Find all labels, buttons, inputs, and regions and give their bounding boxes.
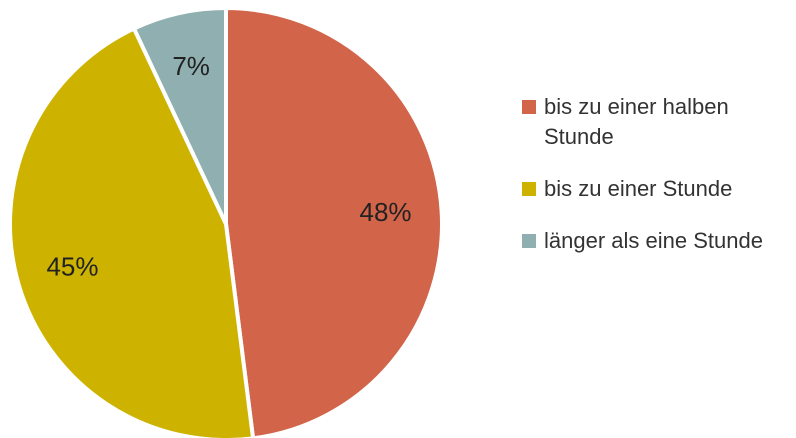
legend-item: bis zu einer Stunde xyxy=(522,174,794,204)
legend-swatch xyxy=(522,182,536,196)
pie-slice xyxy=(131,5,228,225)
legend: bis zu einer halben Stunde bis zu einer S… xyxy=(522,92,794,278)
data-label: 48% xyxy=(360,197,412,227)
pie-slice xyxy=(8,25,256,438)
legend-swatch xyxy=(522,234,536,248)
legend-label: bis zu einer Stunde xyxy=(544,176,733,201)
legend-item: länger als eine Stunde xyxy=(522,226,794,256)
pie-slice xyxy=(224,5,444,438)
legend-label: bis zu einer halben Stunde xyxy=(544,94,729,149)
data-label: 45% xyxy=(46,251,98,281)
legend-label: länger als eine Stunde xyxy=(544,228,763,253)
data-label: 7% xyxy=(172,51,210,81)
legend-swatch xyxy=(522,100,536,114)
pie-area: 48% 45% 7% xyxy=(8,5,444,438)
legend-item: bis zu einer halben Stunde xyxy=(522,92,794,152)
